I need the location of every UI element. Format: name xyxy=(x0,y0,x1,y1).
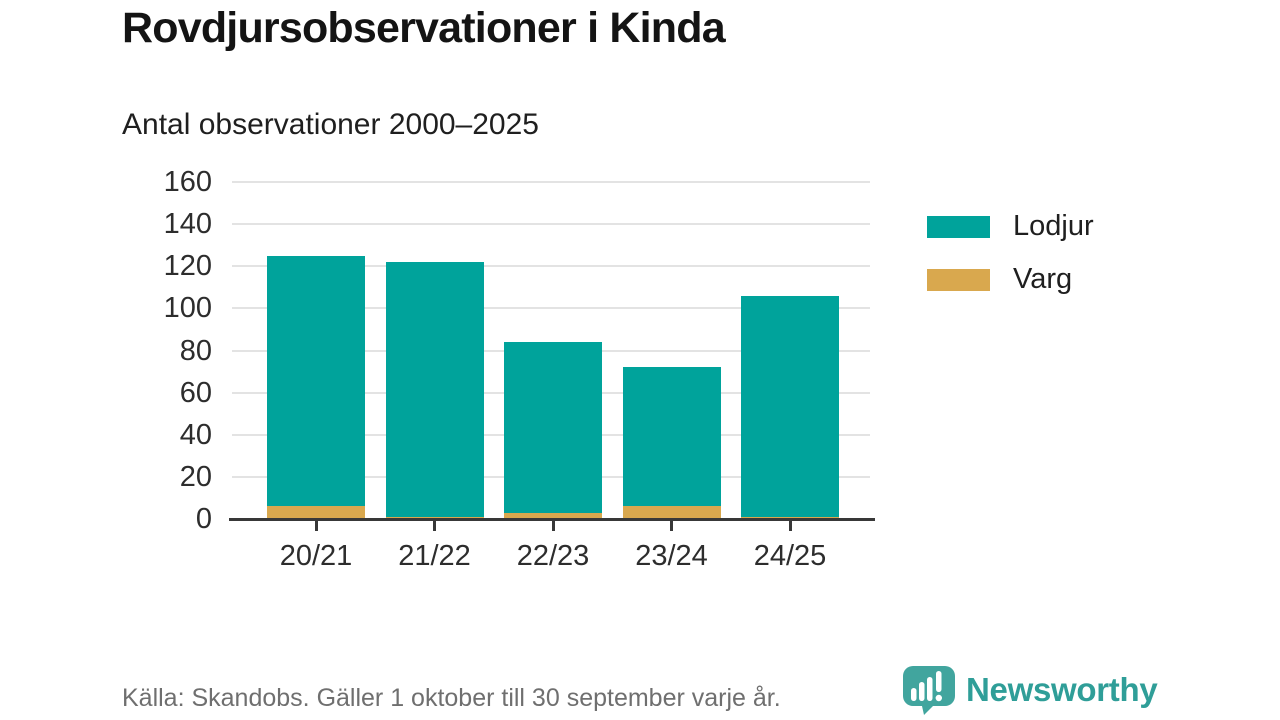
bar-22-23-lodjur xyxy=(504,342,602,513)
x-tick-label-23-24: 23/24 xyxy=(635,540,708,572)
bar-22-23-varg xyxy=(504,512,602,519)
chart-subtitle: Antal observationer 2000–2025 xyxy=(122,108,539,141)
legend: Lodjur Varg xyxy=(927,212,1094,318)
x-tick-mark-21-22 xyxy=(433,521,436,531)
y-tick-label-80: 80 xyxy=(179,334,212,367)
newsworthy-logo-text: Newsworthy xyxy=(966,671,1158,708)
bar-24-25-lodjur xyxy=(741,295,839,517)
newsworthy-logo: Newsworthy xyxy=(902,665,1158,715)
legend-label-lodjur: Lodjur xyxy=(1013,210,1094,242)
y-tick-label-0: 0 xyxy=(195,503,212,535)
y-tick-label-40: 40 xyxy=(179,418,212,451)
y-tick-label-60: 60 xyxy=(179,376,212,409)
x-tick-mark-23-24 xyxy=(670,521,673,531)
legend-swatch-varg xyxy=(927,268,990,291)
bar-21-22-lodjur xyxy=(385,262,484,517)
chart-title: Rovdjursobservationer i Kinda xyxy=(122,4,726,52)
x-tick-label-21-22: 21/22 xyxy=(398,540,471,572)
x-tick-label-24-25: 24/25 xyxy=(753,540,827,572)
gridline-120 xyxy=(232,265,870,268)
bar-24-25-varg xyxy=(741,516,839,519)
y-tick-label-140: 140 xyxy=(163,208,212,241)
x-tick-label-20-21: 20/21 xyxy=(279,540,353,572)
bar-21-22-varg xyxy=(385,516,484,519)
x-tick-mark-24-25 xyxy=(788,521,792,531)
x-axis-line xyxy=(229,518,875,521)
newsworthy-logo-icon xyxy=(903,666,955,715)
bar-23-24-varg xyxy=(622,506,721,519)
gridline-140 xyxy=(232,223,870,226)
bar-20-21-lodjur xyxy=(267,255,365,507)
y-tick-label-160: 160 xyxy=(163,166,212,198)
bar-20-21-varg xyxy=(267,506,365,519)
legend-label-varg: Varg xyxy=(1013,263,1073,295)
legend-item-varg: Varg xyxy=(927,265,1094,294)
x-tick-label-22-23: 22/23 xyxy=(516,540,590,572)
y-tick-label-120: 120 xyxy=(163,250,212,283)
bar-23-24-lodjur xyxy=(622,367,721,507)
legend-swatch-lodjur xyxy=(927,215,990,238)
x-tick-mark-22-23 xyxy=(551,521,555,531)
y-tick-label-20: 20 xyxy=(179,460,212,493)
source-note: Källa: Skandobs. Gäller 1 oktober till 3… xyxy=(122,684,781,712)
gridline-100 xyxy=(232,307,870,310)
y-tick-label-100: 100 xyxy=(163,292,212,325)
x-tick-mark-20-21 xyxy=(314,521,318,531)
legend-item-lodjur: Lodjur xyxy=(927,212,1094,241)
gridline-160 xyxy=(232,181,870,183)
